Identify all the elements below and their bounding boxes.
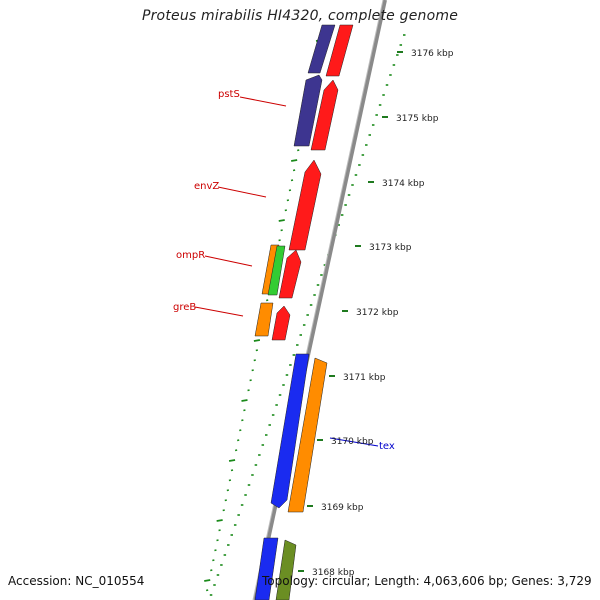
scale-label: 3168 kbp	[312, 568, 355, 578]
gene-label-tex: tex	[379, 441, 395, 452]
gene-labels: pstS envZ ompR greB tex	[173, 89, 395, 452]
gene-red-greB	[271, 305, 291, 341]
gene-label-greB: greB	[173, 302, 196, 313]
scale-label: 3169 kbp	[321, 503, 364, 513]
gene-red-pstS	[310, 79, 339, 151]
gene-features	[254, 24, 354, 600]
gene-orange-greB	[254, 302, 274, 337]
gene-purple-1	[307, 24, 336, 74]
scale-label: 3175 kbp	[396, 114, 439, 124]
gene-purple-2	[293, 74, 323, 147]
genome-title: Proteus mirabilis HI4320, complete genom…	[141, 8, 459, 24]
gene-red-envZ	[288, 159, 322, 251]
scale-label: 3171 kbp	[343, 373, 386, 383]
gene-olive-1	[275, 539, 297, 600]
gene-red-ompR	[278, 249, 302, 299]
scale-labels: 3176 kbp 3175 kbp 3174 kbp 3173 kbp 3172 kbp…	[298, 49, 454, 578]
gene-label-pstS: pstS	[218, 89, 240, 100]
gene-label-envZ: envZ	[194, 181, 219, 192]
scale-label: 3176 kbp	[411, 49, 454, 59]
gene-green-ompR	[267, 245, 286, 296]
gene-orange-tex	[287, 357, 328, 513]
accession-label: Accession: NC_010554	[8, 574, 145, 588]
topology-summary: Topology: circular; Length: 4,063,606 bp…	[262, 574, 592, 588]
gene-blue-1	[270, 353, 310, 509]
scale-label: 3174 kbp	[382, 179, 425, 189]
scale-label: 3170 kbp	[331, 437, 374, 447]
gene-label-ompR: ompR	[176, 250, 205, 261]
scale-label: 3172 kbp	[356, 308, 399, 318]
scale-label: 3173 kbp	[369, 243, 412, 253]
label-leaders	[194, 96, 379, 447]
gene-red-1	[325, 24, 354, 77]
gene-blue-2	[254, 537, 279, 600]
